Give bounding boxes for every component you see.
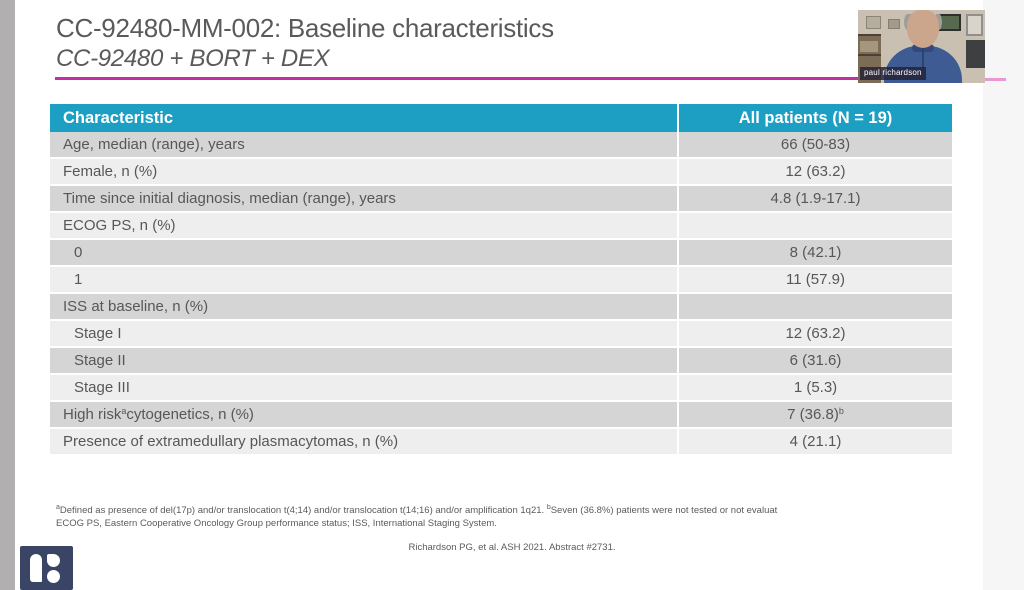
slide-title-block: CC-92480-MM-002: Baseline characteristic… (56, 13, 554, 74)
webcam-wall-frame-icon (888, 19, 900, 29)
brand-logo-dot-icon (47, 570, 60, 583)
row-label: Time since initial diagnosis, median (ra… (63, 190, 396, 207)
table-row: ECOG PS, n (%) (50, 213, 952, 240)
webcam-wall-frame-icon (866, 16, 881, 29)
row-label: ISS at baseline, n (%) (63, 298, 209, 315)
row-label: Stage II (74, 352, 126, 369)
slide-subtitle: CC-92480 + BORT + DEX (56, 45, 330, 72)
row-label: Presence of extramedullary plasmacytomas… (63, 433, 399, 450)
table-row: 1 11 (57.9) (50, 267, 952, 294)
webcam-monitor-icon (966, 40, 985, 68)
row-label: Stage I (74, 325, 122, 342)
presenter-face-icon (907, 10, 939, 48)
video-letterbox-right (983, 0, 1024, 590)
presenter-name-label: paul richardson (860, 67, 926, 80)
table-row: Stage I 12 (63.2) (50, 321, 952, 348)
row-value: 4.8 (1.9-17.1) (677, 186, 952, 211)
row-label: Female, n (%) (63, 163, 158, 180)
table-row: ISS at baseline, n (%) (50, 294, 952, 321)
title-accent-line-tail (985, 78, 1006, 81)
brand-logo-bar-icon (30, 554, 42, 582)
table-row: Stage II 6 (31.6) (50, 348, 952, 375)
row-value: 66 (50-83) (677, 132, 952, 157)
table-row: High risk a cytogenetics, n (%) 7 (36.8) b (50, 402, 952, 429)
slide-title: CC-92480-MM-002: Baseline characteristic… (56, 13, 554, 43)
table-header-row: Characteristic All patients (N = 19) (50, 104, 952, 132)
row-label: Age, median (range), years (63, 136, 245, 153)
citation: Richardson PG, et al. ASH 2021. Abstract… (408, 542, 616, 553)
row-value: 12 (63.2) (677, 321, 952, 346)
baseline-characteristics-table: Characteristic All patients (N = 19) Age… (50, 104, 952, 456)
presenter-webcam-tile[interactable]: paul richardson (858, 10, 985, 83)
presenter-hair-icon (936, 14, 942, 30)
brand-logo-halfdot-icon (47, 554, 60, 567)
table-row: Female, n (%) 12 (63.2) (50, 159, 952, 186)
footnote-line2: ECOG PS, Eastern Cooperative Oncology Gr… (56, 518, 497, 529)
table-header-all-patients: All patients (N = 19) (677, 104, 952, 132)
row-value: 7 (36.8) b (677, 402, 952, 427)
row-value: 12 (63.2) (677, 159, 952, 184)
table-header-characteristic: Characteristic (63, 108, 174, 127)
row-label: ECOG PS, n (%) (63, 217, 176, 234)
footnote-line1: aDefined as presence of del(17p) and/or … (56, 504, 778, 516)
table-row: Age, median (range), years 66 (50-83) (50, 132, 952, 159)
row-value: 6 (31.6) (677, 348, 952, 373)
row-value (677, 294, 952, 319)
row-label: High risk a cytogenetics, n (%) (63, 405, 254, 423)
webcam-wall-frame-icon (966, 14, 983, 36)
video-letterbox-left (0, 0, 15, 590)
footnotes: aDefined as presence of del(17p) and/or … (56, 504, 956, 530)
brand-logo (20, 546, 73, 590)
row-value: 1 (5.3) (677, 375, 952, 400)
row-label: Stage III (74, 379, 130, 396)
table-row: Time since initial diagnosis, median (ra… (50, 186, 952, 213)
table-row: Stage III 1 (5.3) (50, 375, 952, 402)
row-value: 11 (57.9) (677, 267, 952, 292)
webcam-books-icon (860, 41, 878, 52)
row-value: 8 (42.1) (677, 240, 952, 265)
row-value: 4 (21.1) (677, 429, 952, 454)
table-row: Presence of extramedullary plasmacytomas… (50, 429, 952, 456)
table-row: 0 8 (42.1) (50, 240, 952, 267)
row-label: 0 (74, 244, 83, 261)
row-label: 1 (74, 271, 83, 288)
title-accent-line (55, 77, 985, 80)
table-body: Age, median (range), years 66 (50-83) Fema… (50, 132, 952, 456)
row-value (677, 213, 952, 238)
